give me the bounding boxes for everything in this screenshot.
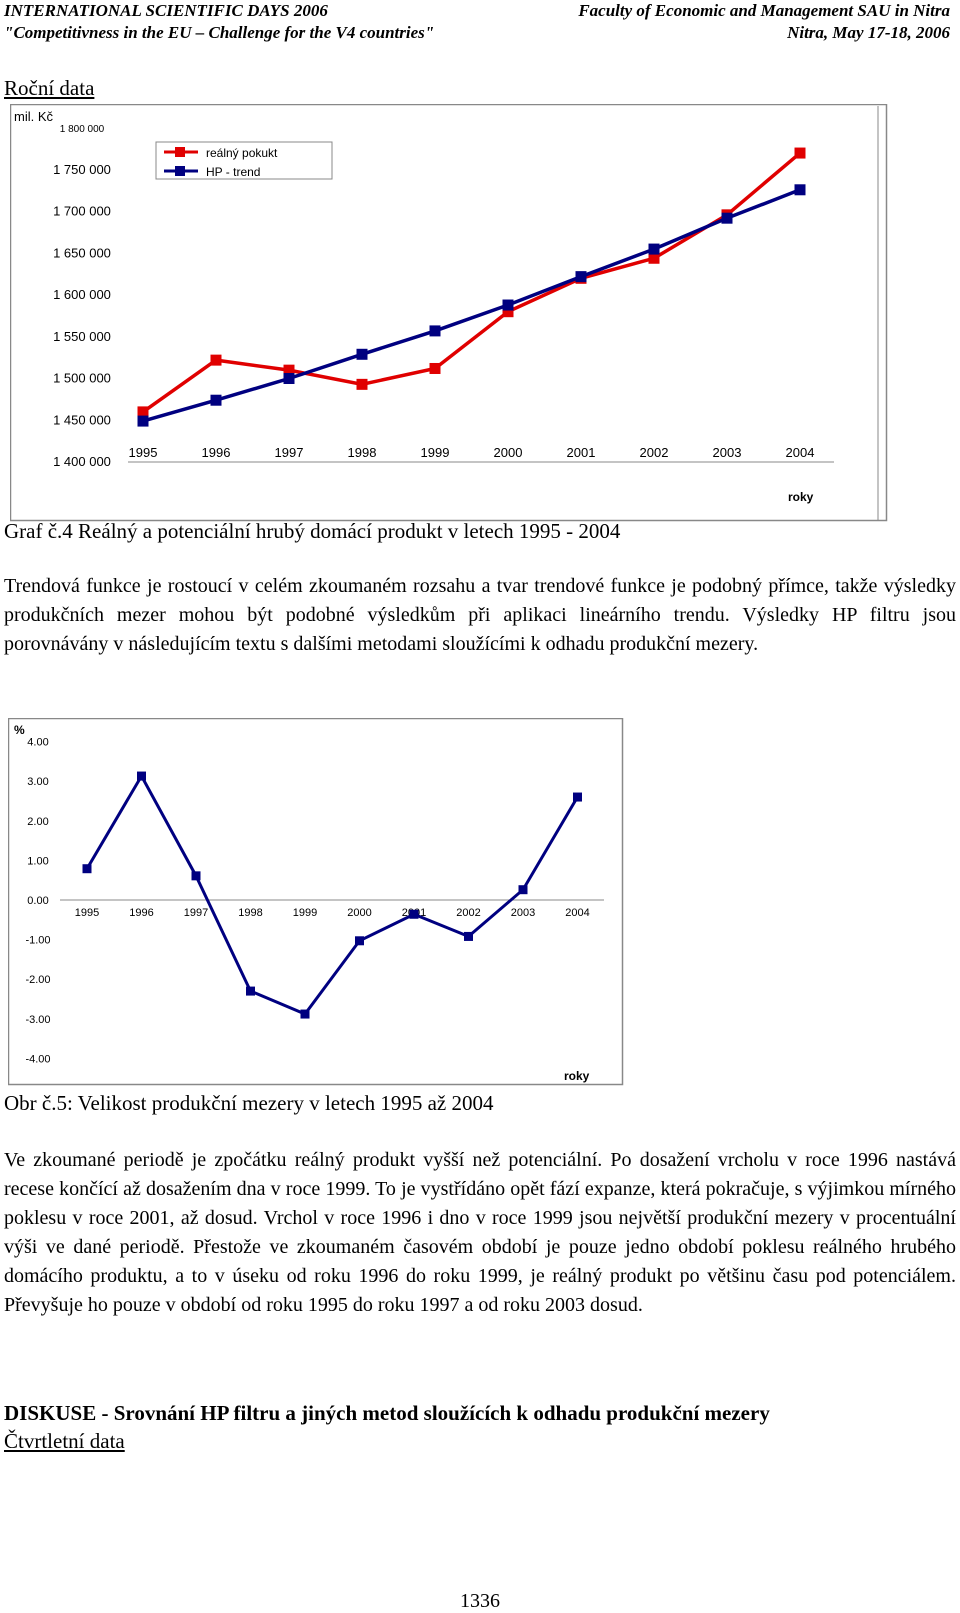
chart2-xtick-label: 2003	[511, 907, 535, 919]
chart1-ytick-label: 1 450 000	[53, 412, 111, 427]
section-quarterly-data: Čtvrtletní data	[4, 1429, 125, 1453]
page-number: 1336	[460, 1590, 500, 1612]
chart2-point	[246, 986, 255, 996]
chart2-ylabel: %	[14, 723, 25, 737]
chart2-ytick-label: -1.00	[25, 935, 50, 947]
header-conference: INTERNATIONAL SCIENTIFIC DAYS 2006	[4, 1, 328, 20]
chart1-xtick-label: 1999	[421, 445, 450, 460]
paragraph-trend: Trendová funkce je rostoucí v celém zkou…	[4, 575, 956, 655]
chart1-xtick-label: 2004	[786, 445, 815, 460]
chart1-point-trend	[429, 325, 441, 337]
chart1-point-real	[283, 364, 295, 376]
chart2-ytick-label: 0.00	[27, 895, 48, 907]
chart2-point	[355, 936, 364, 946]
chart2-ytick-label: -2.00	[25, 974, 50, 986]
chart1-ytick-label: 1 400 000	[53, 454, 111, 469]
chart1-point-trend	[283, 373, 295, 384]
chart1-xlabel: roky	[788, 490, 814, 504]
header-place-date: Nitra, May 17-18, 2006	[787, 23, 950, 42]
chart2-ytick-label: -3.00	[25, 1014, 50, 1026]
chart1-ytick-label: 1 700 000	[53, 204, 111, 219]
chart2-xlabel: roky	[564, 1069, 590, 1083]
chart1-point-real	[210, 354, 222, 366]
chart2-point	[518, 885, 528, 895]
chart1-ytick-label: 1 500 000	[53, 371, 111, 386]
chart1-xtick-label: 1995	[129, 445, 158, 460]
chart1-xtick-label: 1997	[275, 445, 304, 460]
chart1-point-trend	[648, 243, 660, 255]
chart1-legend: reálný pokukt HP - trend	[155, 141, 333, 180]
gdp-trend-chart: mil. Kč roky 1 800 000 1 750 000 1 700 000…	[10, 104, 888, 522]
chart2-xtick-label: 1996	[129, 907, 153, 919]
chart1-ytick-label: 1 650 000	[53, 245, 111, 260]
paragraph-interpretation: Ve zkoumané periodě je zpočátku reálný p…	[4, 1149, 956, 1316]
chart1-point-real	[356, 378, 368, 390]
chart1-point-trend	[575, 271, 587, 283]
chart2-xtick-label: 1997	[184, 907, 208, 919]
chart1-xtick-label: 2003	[713, 445, 742, 460]
chart1-point-real	[137, 406, 149, 418]
chart2-point	[82, 864, 92, 874]
chart2-xtick-label: 1995	[75, 907, 99, 919]
chart1-point-trend	[137, 415, 149, 427]
chart1-series-line-trend	[142, 188, 801, 423]
chart2-point	[300, 1009, 310, 1019]
chart1-ytick-label: 1 600 000	[53, 287, 111, 302]
chart2-xtick-label: 2004	[565, 907, 589, 919]
chart1-ylabel: mil. Kč	[14, 109, 54, 124]
chart1-ytick-label: 1 800 000	[60, 124, 105, 135]
chart1-point-trend	[502, 299, 514, 311]
chart1-series-line-real	[141, 151, 802, 414]
chart1-point-real	[648, 252, 660, 264]
chart1-xtick-label: 2001	[567, 445, 596, 460]
chart1-point-trend	[210, 394, 222, 406]
chart2-ytick-label: 3.00	[27, 776, 48, 788]
chart2-series-line	[85, 773, 579, 1016]
discussion-heading: DISKUSE - Srovnání HP filtru a jiných me…	[4, 1401, 770, 1425]
chart2-xtick-label: 2000	[347, 907, 371, 919]
legend-label-trend: HP - trend	[206, 165, 260, 179]
chart1-point-trend	[721, 212, 733, 224]
header-theme: "Competitivness in the EU – Challenge fo…	[4, 23, 435, 42]
output-gap-chart: % roky 4.00 3.00 2.00 1.00 0.00 -1.00 -2.00 -3.…	[8, 718, 624, 1086]
legend-marker-trend	[175, 166, 185, 176]
chart1-xtick-label: 1996	[202, 445, 231, 460]
chart2-point	[409, 909, 419, 919]
chart2-point	[137, 771, 146, 781]
chart2-ytick-label: 1.00	[27, 855, 48, 867]
chart2-point	[464, 931, 473, 941]
chart1-xtick-label: 1998	[348, 445, 377, 460]
chart1-point-real	[794, 147, 806, 159]
chart2-xtick-label: 2002	[456, 907, 480, 919]
chart2-ytick-label: 2.00	[27, 816, 48, 828]
chart2-ytick-label: 4.00	[27, 737, 48, 749]
legend-label-real: reálný pokukt	[206, 146, 278, 160]
header-faculty: Faculty of Economic and Management SAU i…	[578, 1, 950, 20]
chart1-ytick-label: 1 750 000	[53, 162, 111, 177]
legend-marker-real	[175, 147, 185, 157]
chart1-xtick-label: 2000	[494, 445, 523, 460]
chart1-xtick-label: 2002	[640, 445, 669, 460]
chart1-ytick-label: 1 550 000	[53, 329, 111, 344]
chart2-xtick-label: 1999	[293, 907, 317, 919]
chart2-point	[191, 871, 201, 881]
chart2-ytick-label: -4.00	[25, 1053, 50, 1065]
caption-chart1: Graf č.4 Reálný a potenciální hrubý domá…	[4, 519, 621, 543]
chart2-xtick-label: 1998	[238, 907, 262, 919]
chart1-point-real	[429, 362, 441, 374]
caption-chart2: Obr č.5: Velikost produkční mezery v let…	[4, 1091, 494, 1115]
chart1-point-trend	[356, 348, 368, 360]
chart1-point-real	[502, 306, 514, 318]
chart1-point-trend	[794, 184, 806, 196]
chart2-point	[573, 792, 582, 802]
section-annual-data: Roční data	[4, 76, 95, 100]
